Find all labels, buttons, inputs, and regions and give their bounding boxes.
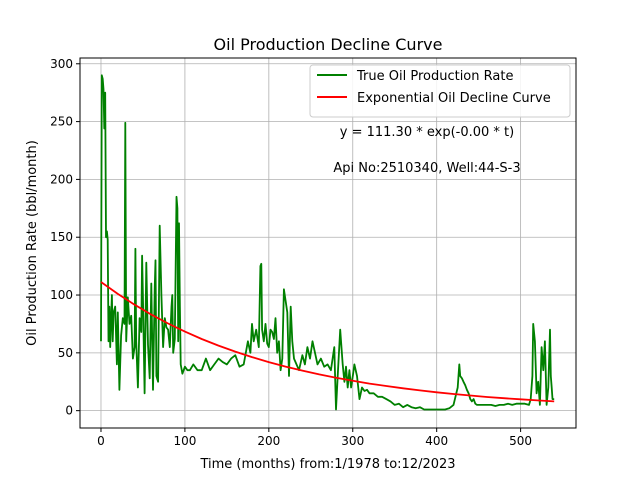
true-oil-production-line: [100, 74, 555, 411]
y-tick-label: 50: [58, 346, 73, 360]
plot-frame: [79, 57, 577, 429]
legend-label-true-rate: True Oil Production Rate: [356, 69, 513, 84]
y-tick-label: 0: [65, 404, 73, 418]
x-tick-label: 500: [509, 434, 532, 448]
y-tick-label: 100: [50, 288, 73, 302]
well-info-annotation: Api No:2510340, Well:44-S-3: [333, 161, 520, 176]
grid-lines: [80, 58, 576, 428]
axis-ticks: 0 100 200 300 400 500 0 50 100 150 200 250 300: [50, 57, 532, 448]
x-tick-label: 100: [173, 434, 196, 448]
y-axis-label: Oil Production Rate (bbl/month): [25, 140, 40, 346]
x-tick-label: 400: [425, 434, 448, 448]
y-tick-label: 200: [50, 172, 73, 186]
exponential-decline-curve-line: [100, 281, 555, 403]
x-axis-label: Time (months) from:1/1978 to:12/2023: [199, 457, 455, 472]
y-tick-label: 150: [50, 230, 73, 244]
x-tick-label: 200: [257, 434, 280, 448]
legend: True Oil Production Rate Exponential Oil…: [309, 64, 571, 118]
y-tick-label: 300: [50, 57, 73, 71]
x-tick-label: 0: [97, 434, 105, 448]
chart-title: Oil Production Decline Curve: [214, 35, 443, 54]
series-layer: [100, 74, 555, 411]
legend-label-decline-curve: Exponential Oil Decline Curve: [357, 91, 551, 106]
fit-equation-annotation: y = 111.30 * exp(-0.00 * t): [340, 125, 514, 140]
y-tick-label: 250: [50, 115, 73, 129]
legend-box: [309, 64, 571, 118]
x-tick-label: 300: [341, 434, 364, 448]
